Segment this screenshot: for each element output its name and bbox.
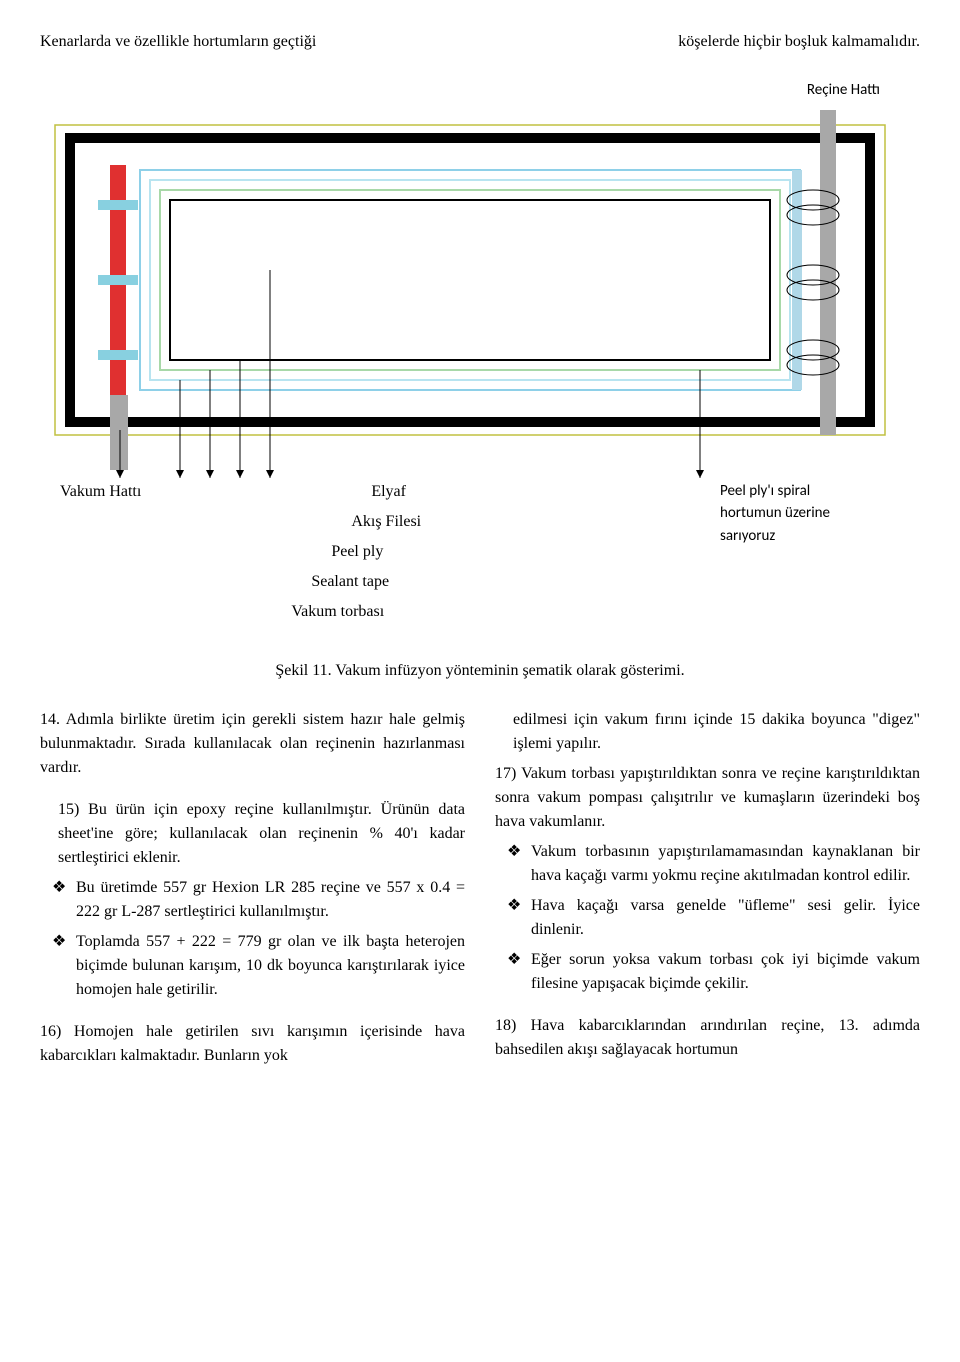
callout-vakum-hatti: Vakum Hattı	[60, 480, 141, 504]
callout-peel-ply: Peel ply	[331, 540, 421, 564]
body-columns: 14. Adımla birlikte üretim için gerekli …	[40, 708, 920, 1074]
callouts-row: Vakum Hattı Elyaf Akış Filesi Peel ply S…	[40, 480, 920, 624]
left-p3: 16) Homojen hale getirilen sıvı karışımı…	[40, 1020, 465, 1068]
right-p2: 17) Vakum torbası yapıştırıldıktan sonra…	[495, 762, 920, 834]
right-p1: edilmesi için vakum fırını içinde 15 dak…	[495, 708, 920, 756]
left-p1: 14. Adımla birlikte üretim için gerekli …	[40, 708, 465, 780]
right-b3: Eğer sorun yoksa vakum torbası çok iyi b…	[531, 948, 920, 996]
top-paragraph: Kenarlarda ve özellikle hortumların geçt…	[40, 30, 920, 54]
right-b1: Vakum torbasının yapıştırılamamasından k…	[531, 840, 920, 888]
right-p3: 18) Hava kabarcıklarından arındırılan re…	[495, 1014, 920, 1062]
figure-caption: Şekil 11. Vakum infüzyon yönteminin şema…	[40, 659, 920, 683]
diagram-container: Reçine Hattı	[40, 79, 920, 624]
callout-right-note: Peel ply'ı spiral hortumun üzerine sarıy…	[720, 480, 860, 548]
right-b2: Hava kaçağı varsa genelde "üfleme" sesi …	[531, 894, 920, 942]
left-column: 14. Adımla birlikte üretim için gerekli …	[40, 708, 465, 1074]
recine-hatti-label: Reçine Hattı	[40, 79, 920, 102]
callout-vakum-torbasi: Vakum torbası	[291, 600, 421, 624]
left-b2: Toplamda 557 + 222 = 779 gr olan ve ilk …	[76, 930, 465, 1002]
right-column: edilmesi için vakum fırını içinde 15 dak…	[495, 708, 920, 1074]
callout-stack: Elyaf Akış Filesi Peel ply Sealant tape …	[301, 480, 421, 624]
right-bullets: Vakum torbasının yapıştırılamamasından k…	[495, 840, 920, 996]
left-p2: 15) Bu ürün için epoxy reçine kullanılmı…	[40, 798, 465, 870]
callout-vakum-hatti-text: Vakum Hattı	[60, 480, 141, 504]
top-left-text: Kenarlarda ve özellikle hortumların geçt…	[40, 30, 316, 54]
left-b1: Bu üretimde 557 gr Hexion LR 285 reçine …	[76, 876, 465, 924]
left-bullets: Bu üretimde 557 gr Hexion LR 285 reçine …	[40, 876, 465, 1002]
top-right-text: köşelerde hiçbir boşluk kalmamalıdır.	[678, 30, 920, 54]
callout-akis-filesi: Akış Filesi	[351, 510, 421, 534]
vacuum-infusion-diagram	[50, 110, 910, 480]
callout-sealant-tape: Sealant tape	[311, 570, 421, 594]
callout-elyaf: Elyaf	[371, 480, 421, 504]
